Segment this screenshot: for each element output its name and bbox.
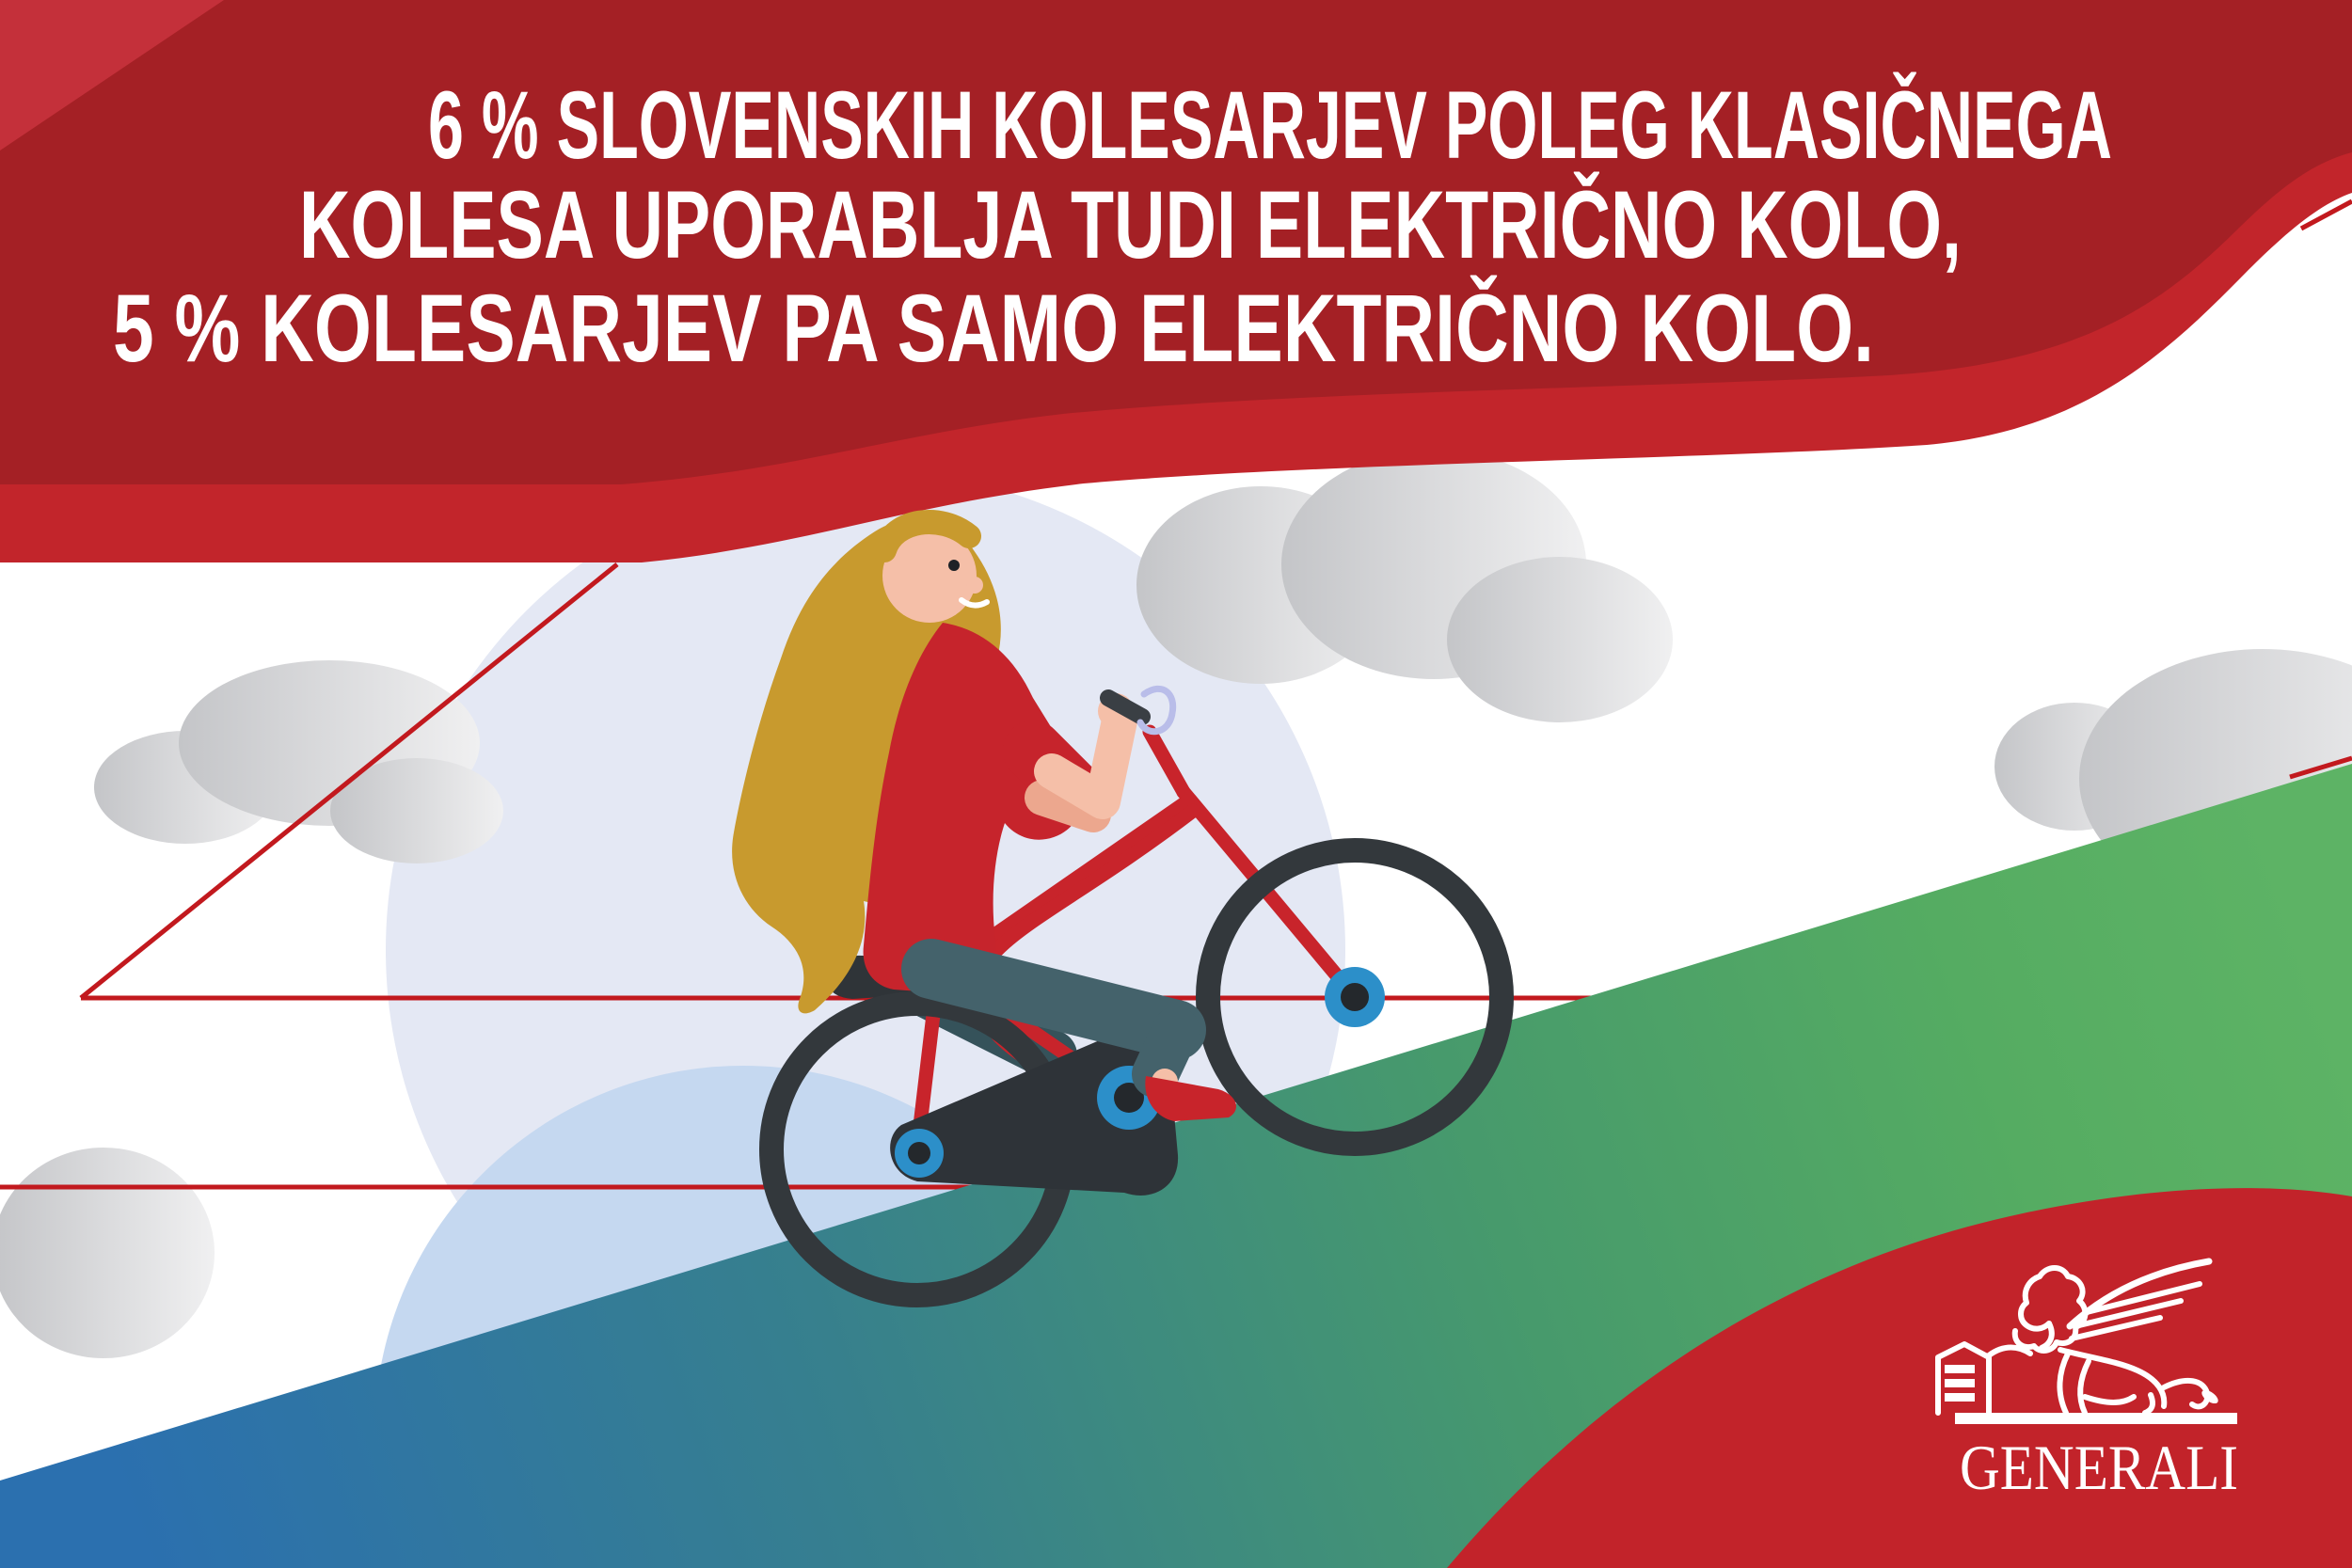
eye bbox=[948, 560, 960, 571]
clouds bbox=[0, 450, 2352, 1358]
head bbox=[882, 529, 977, 623]
torso-shirt bbox=[863, 623, 1083, 995]
handlebar-stem bbox=[1142, 724, 1191, 800]
cloud-bottom-left-icon bbox=[0, 1148, 215, 1358]
cable-coil bbox=[1136, 686, 1177, 736]
red-accent-line-hill bbox=[2289, 755, 2352, 780]
red-accent-line-top-right bbox=[2299, 198, 2352, 231]
arm bbox=[1034, 703, 1137, 819]
motor-housing bbox=[890, 1032, 1179, 1196]
banner-corner-triangle bbox=[0, 0, 224, 150]
nose bbox=[966, 577, 983, 594]
front-wheel bbox=[1196, 838, 1514, 1156]
rear-hub bbox=[895, 1129, 944, 1178]
hair-top bbox=[872, 509, 981, 562]
headline-line-3: 5 % KOLESARJEV PA SAMO ELEKTRIČNO KOLO. bbox=[113, 275, 1874, 382]
cyclist-illustration bbox=[732, 509, 1514, 1307]
cloud-middle-icon bbox=[1136, 450, 1673, 722]
smile bbox=[959, 597, 990, 609]
triangle-diagonal-line bbox=[79, 562, 619, 1000]
bottom-red-wave bbox=[1447, 1188, 2352, 1568]
front-fork bbox=[1176, 784, 1362, 1005]
paw bbox=[1986, 1344, 2033, 1358]
headline-line-1: 6 % SLOVENSKIH KOLESARJEV POLEG KLASIČNE… bbox=[428, 71, 2112, 179]
cloud-left-icon bbox=[94, 660, 503, 863]
logo-base-bar bbox=[1955, 1413, 2237, 1424]
top-red-banner: 6 % SLOVENSKIH KOLESARJEV POLEG KLASIČNE… bbox=[0, 0, 2352, 562]
front-hub bbox=[1325, 967, 1385, 1027]
handlebar-grip bbox=[1100, 689, 1151, 725]
arm-shadow bbox=[1025, 780, 1111, 832]
building bbox=[1935, 1341, 1992, 1416]
near-shin bbox=[1132, 1006, 1200, 1098]
shoe bbox=[1145, 1076, 1236, 1121]
banner-dark-layer bbox=[0, 0, 2352, 484]
near-thigh bbox=[901, 939, 1206, 1060]
generali-lion-icon bbox=[1935, 1258, 2237, 1424]
woman-rider bbox=[732, 509, 1236, 1121]
generali-wordmark: GENERALI bbox=[1960, 1432, 2238, 1503]
generali-logo: GENERALI bbox=[1935, 1258, 2238, 1503]
wing-leading-edge bbox=[2066, 1258, 2213, 1330]
headline-line-2: KOLESA UPORABLJA TUDI ELEKTRIČNO KOLO, bbox=[299, 171, 1962, 278]
